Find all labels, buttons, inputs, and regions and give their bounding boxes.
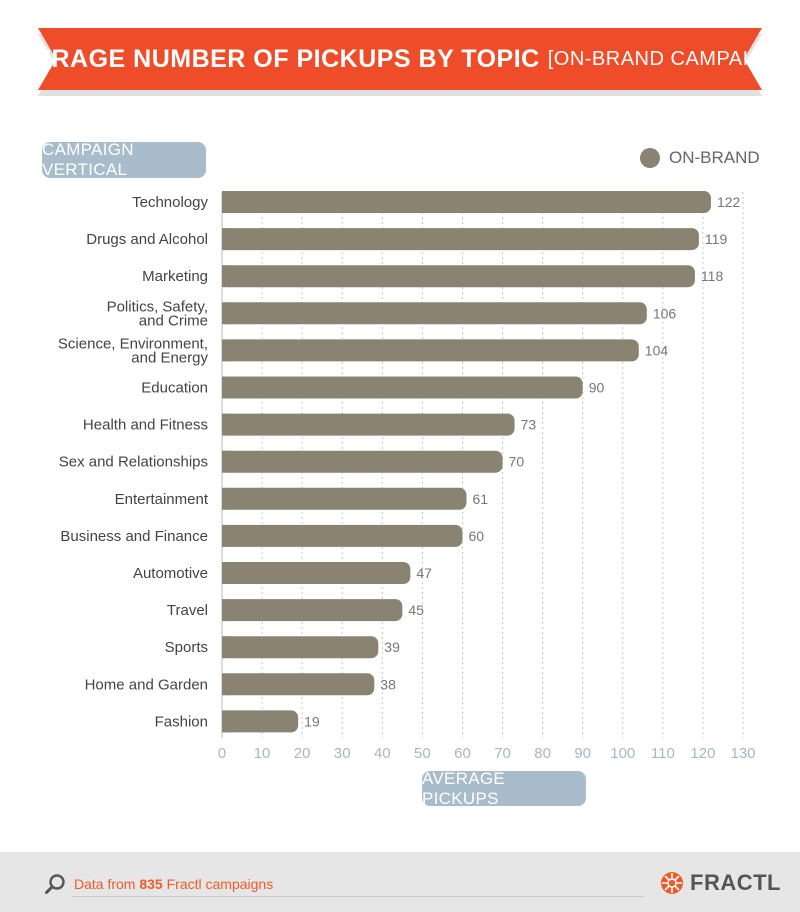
brand-logo: FRACTL: [660, 870, 781, 896]
legend: ON-BRAND: [640, 148, 760, 168]
magnifier-icon: [45, 874, 65, 894]
data-label: 90: [589, 380, 605, 396]
x-tick-label: 0: [218, 745, 226, 762]
bar: [222, 599, 403, 622]
bar: [222, 450, 503, 473]
footer-divider: [72, 896, 644, 897]
title-subtitle: [ON-BRAND CAMPAIGNS]: [547, 47, 800, 70]
data-label: 73: [521, 417, 537, 433]
legend-swatch: [640, 148, 660, 168]
bar-square-end: [222, 339, 230, 362]
title-main: AVERAGE NUMBER OF PICKUPS BY TOPIC: [0, 44, 540, 73]
data-label: 39: [384, 639, 400, 655]
data-label: 118: [701, 268, 724, 284]
category-label: Health and Fitness: [83, 417, 208, 434]
bar-square-end: [222, 191, 230, 213]
x-tick-label: 60: [454, 745, 471, 762]
data-label: 60: [468, 528, 484, 544]
bar-square-end: [222, 302, 230, 325]
data-label: 119: [705, 231, 728, 247]
bar-square-end: [222, 265, 230, 288]
legend-label: ON-BRAND: [669, 148, 760, 167]
category-label: Marketing: [142, 268, 208, 285]
bar: [222, 191, 711, 213]
data-label: 104: [645, 342, 669, 358]
bar: [222, 376, 583, 399]
bar: [222, 562, 411, 584]
bar: [222, 524, 463, 547]
data-label: 19: [304, 713, 320, 729]
data-label: 47: [416, 565, 432, 581]
bar-square-end: [222, 450, 230, 473]
category-label: Sex and Relationships: [59, 454, 208, 471]
bar-square-end: [222, 228, 230, 251]
bar-square-end: [222, 524, 230, 547]
category-label: Fashion: [155, 713, 208, 730]
category-label: Business and Finance: [60, 528, 208, 545]
footer-note: Data from 835 Fractl campaigns: [44, 873, 273, 895]
x-tick-label: 120: [690, 745, 715, 762]
bar-square-end: [222, 413, 230, 436]
footer-source-text: Data from 835 Fractl campaigns: [74, 876, 273, 892]
category-label: Education: [141, 380, 208, 397]
footer-count: 835: [139, 876, 163, 892]
brand-name: FRACTL: [690, 870, 781, 895]
category-label: Automotive: [133, 565, 208, 582]
bar: [222, 673, 375, 696]
x-tick-label: 90: [574, 745, 591, 762]
bar-square-end: [222, 673, 230, 696]
bar-square-end: [222, 562, 230, 584]
x-axis-label-pill: AVERAGE PICKUPS: [422, 769, 586, 808]
x-tick-label: 50: [414, 745, 431, 762]
category-label: Travel: [167, 602, 208, 619]
bar-chart: 0 10 20 30 40 50 60 70 80 90 100 110 120 130 122 Techno…: [58, 191, 756, 762]
x-tick-label: 30: [334, 745, 351, 762]
x-tick-label: 100: [610, 745, 635, 762]
bar-square-end: [222, 487, 230, 510]
category-label: Science, Environment, and Energy: [58, 335, 209, 366]
footer-suffix: Fractl campaigns: [162, 876, 274, 892]
category-label: Entertainment: [115, 491, 209, 508]
fractl-logo-icon: [661, 872, 683, 894]
category-label: Home and Garden: [85, 676, 208, 693]
x-tick-label: 130: [730, 745, 755, 762]
bar: [222, 302, 647, 325]
data-label: 122: [717, 194, 741, 210]
data-label: 45: [408, 602, 424, 618]
data-label: 38: [380, 676, 396, 692]
title-banner: AVERAGE NUMBER OF PICKUPS BY TOPIC [ON-B…: [0, 28, 799, 96]
bar: [222, 339, 639, 362]
x-tick-label: 40: [374, 745, 391, 762]
bar-square-end: [222, 710, 230, 733]
banner-ribbon: [38, 28, 762, 90]
data-label: 106: [653, 305, 677, 321]
category-label: Drugs and Alcohol: [86, 231, 208, 248]
category-label: Sports: [165, 639, 208, 656]
bar: [222, 710, 299, 733]
bar-square-end: [222, 376, 230, 399]
x-tick-label: 10: [254, 745, 271, 762]
chart-title: AVERAGE NUMBER OF PICKUPS BY TOPIC [ON-B…: [0, 28, 799, 90]
bar: [222, 413, 515, 436]
bar: [222, 265, 695, 288]
footer-prefix: Data from: [74, 876, 140, 892]
bar: [222, 228, 699, 251]
x-tick-label: 20: [294, 745, 311, 762]
bar-square-end: [222, 636, 230, 659]
data-label: 61: [472, 491, 488, 507]
category-label: Politics, Safety, and Crime: [107, 298, 208, 329]
category-label: Technology: [132, 194, 208, 211]
data-label: 70: [509, 454, 525, 470]
bar: [222, 487, 467, 510]
x-tick-label: 70: [494, 745, 511, 762]
bar: [222, 636, 379, 659]
bar-square-end: [222, 599, 230, 622]
x-tick-label: 110: [651, 745, 675, 762]
y-axis-label-pill: CAMPAIGN VERTICAL: [42, 140, 206, 179]
x-tick-label: 80: [534, 745, 551, 762]
